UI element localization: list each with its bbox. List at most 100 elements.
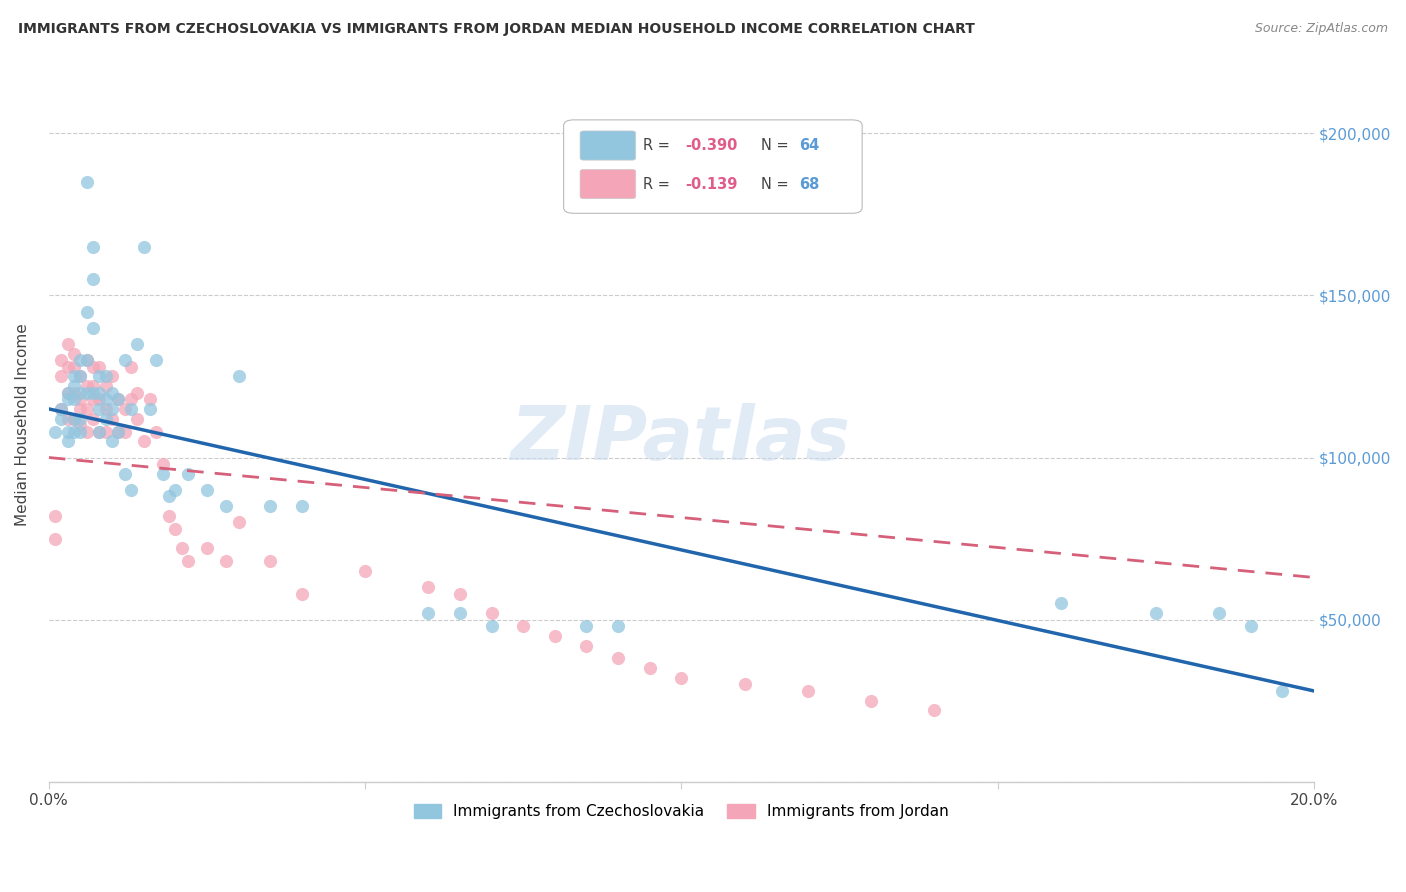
Text: R =: R = [644, 138, 675, 153]
Point [89, 369, 111, 384]
Point [638, 661, 661, 675]
Point [195, 541, 218, 556]
Point [44, 425, 66, 439]
Point [82, 379, 104, 393]
Point [145, 425, 167, 439]
Point [177, 467, 200, 481]
Point [82, 240, 104, 254]
Point [215, 554, 238, 568]
Point [139, 401, 162, 416]
Point [82, 272, 104, 286]
Point [259, 554, 281, 568]
Point [228, 516, 250, 530]
Point [76, 175, 98, 189]
Point [63, 369, 86, 384]
Point [107, 425, 129, 439]
Point [63, 411, 86, 425]
Point [76, 353, 98, 368]
Point [170, 541, 193, 556]
Point [63, 385, 86, 400]
Point [1271, 684, 1294, 698]
Point [89, 392, 111, 406]
Point [56, 385, 79, 400]
Point [69, 369, 91, 384]
Point [89, 385, 111, 400]
Point [165, 522, 187, 536]
Point [449, 587, 471, 601]
Point [259, 499, 281, 513]
Point [44, 532, 66, 546]
Point [76, 401, 98, 416]
Point [94, 379, 117, 393]
Point [101, 385, 124, 400]
Point [69, 353, 91, 368]
Point [512, 619, 534, 633]
Text: IMMIGRANTS FROM CZECHOSLOVAKIA VS IMMIGRANTS FROM JORDAN MEDIAN HOUSEHOLD INCOME: IMMIGRANTS FROM CZECHOSLOVAKIA VS IMMIGR… [18, 22, 976, 37]
Text: 68: 68 [799, 177, 820, 192]
Point [94, 401, 117, 416]
Point [82, 321, 104, 335]
Point [152, 457, 174, 471]
Point [76, 385, 98, 400]
Point [94, 411, 117, 425]
Point [127, 411, 149, 425]
Point [418, 580, 440, 594]
Point [120, 392, 142, 406]
Point [94, 425, 117, 439]
Point [165, 483, 187, 497]
Point [82, 359, 104, 374]
Text: 64: 64 [799, 138, 820, 153]
Text: ZIPatlas: ZIPatlas [512, 403, 851, 475]
FancyBboxPatch shape [581, 169, 636, 199]
Point [132, 240, 155, 254]
Point [120, 359, 142, 374]
Point [575, 639, 598, 653]
Point [177, 554, 200, 568]
Text: -0.139: -0.139 [685, 177, 737, 192]
Point [69, 401, 91, 416]
Point [449, 606, 471, 620]
Point [145, 353, 167, 368]
Text: Source: ZipAtlas.com: Source: ZipAtlas.com [1254, 22, 1388, 36]
Point [1239, 619, 1261, 633]
Point [291, 499, 314, 513]
Text: N =: N = [761, 177, 793, 192]
Point [120, 401, 142, 416]
Point [607, 619, 630, 633]
Point [215, 499, 238, 513]
Point [157, 490, 180, 504]
Point [63, 347, 86, 361]
Y-axis label: Median Household Income: Median Household Income [15, 324, 30, 526]
Point [107, 392, 129, 406]
Point [544, 629, 567, 643]
Point [575, 619, 598, 633]
Point [69, 425, 91, 439]
Point [354, 564, 377, 578]
Point [82, 385, 104, 400]
Point [56, 411, 79, 425]
Point [114, 425, 136, 439]
Point [157, 508, 180, 523]
Point [1144, 606, 1167, 620]
Point [51, 353, 73, 368]
Point [114, 353, 136, 368]
Point [63, 411, 86, 425]
Point [89, 401, 111, 416]
Point [56, 392, 79, 406]
Point [63, 425, 86, 439]
FancyBboxPatch shape [564, 120, 862, 213]
Point [127, 337, 149, 351]
Point [1208, 606, 1230, 620]
Point [69, 369, 91, 384]
Point [69, 392, 91, 406]
Point [76, 353, 98, 368]
Point [82, 392, 104, 406]
Point [51, 411, 73, 425]
Point [69, 385, 91, 400]
Point [101, 434, 124, 449]
Legend: Immigrants from Czechoslovakia, Immigrants from Jordan: Immigrants from Czechoslovakia, Immigran… [408, 798, 955, 825]
Point [101, 369, 124, 384]
Point [671, 671, 693, 685]
Point [114, 401, 136, 416]
Point [1049, 596, 1071, 610]
